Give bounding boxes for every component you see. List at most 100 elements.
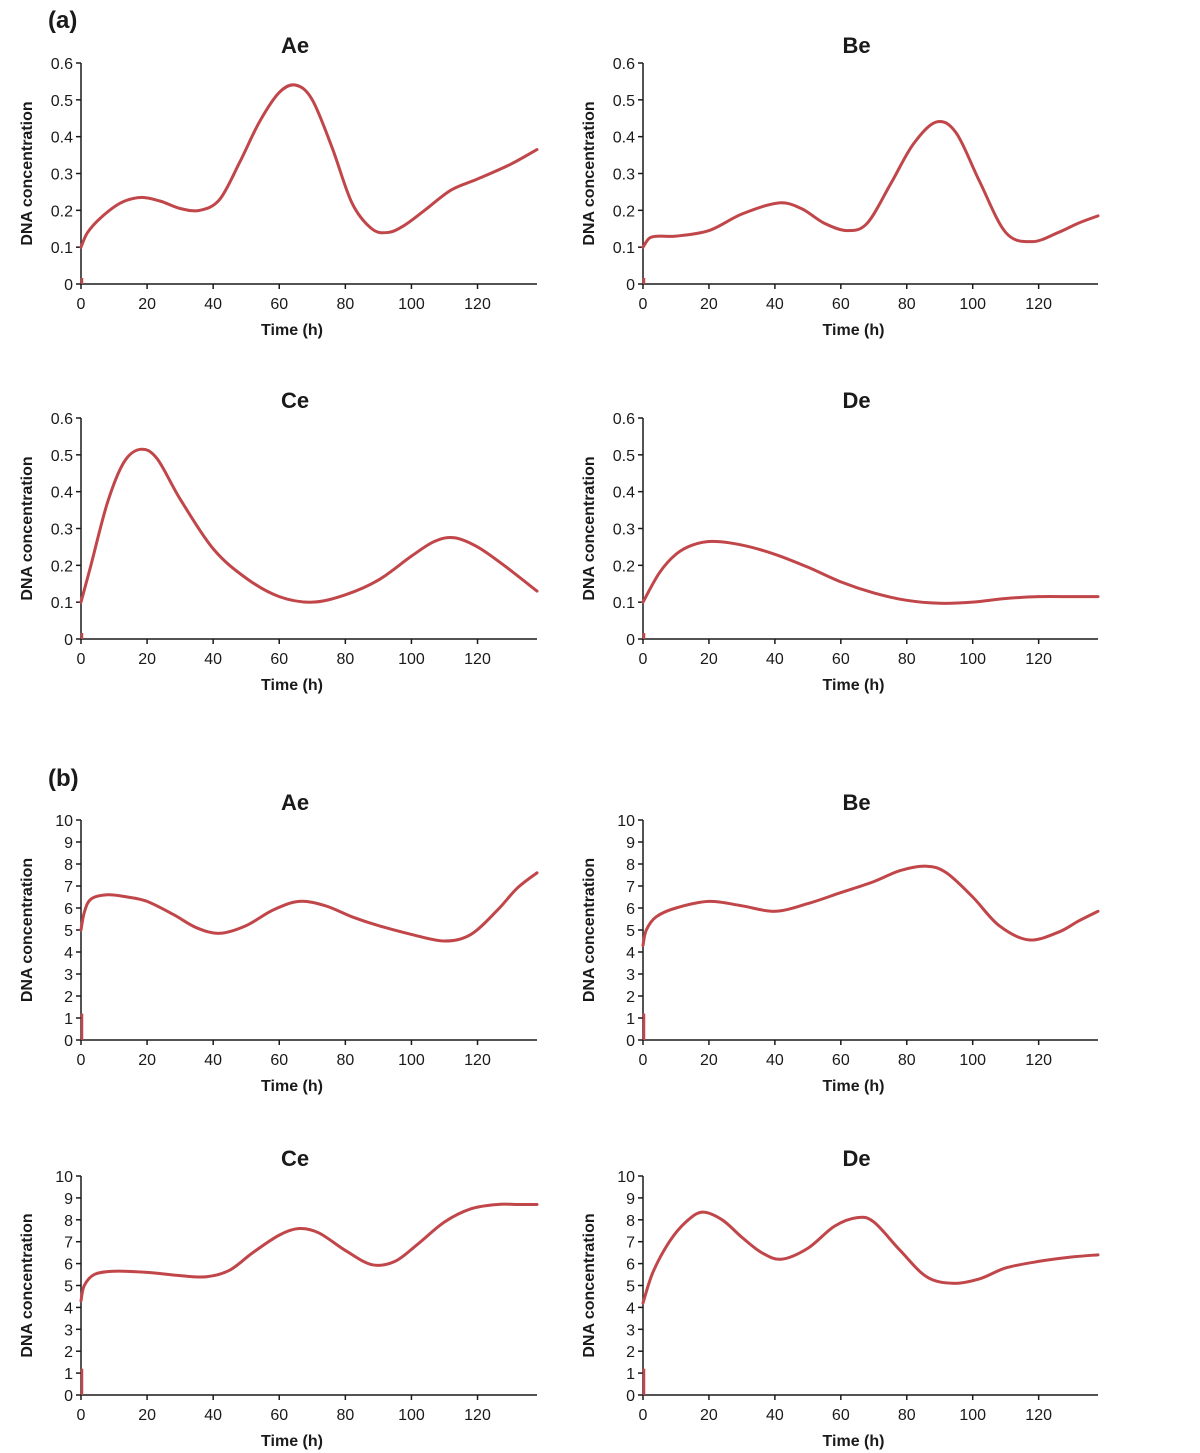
- y-tick-label: 0.5: [613, 448, 635, 465]
- series-line-de: [641, 1210, 1100, 1305]
- x-tick-label: 120: [1025, 1407, 1052, 1424]
- x-axis-label: Time (h): [261, 1078, 323, 1095]
- chart-a-be: Be 0 0.1 0.2 0.3 0.4 0.5 0.6 0 20 40 60 80 100 120 Time…: [581, 33, 1100, 339]
- y-tick-label: 0.4: [613, 485, 635, 502]
- chart-title: Ce: [281, 1146, 309, 1171]
- y-tick-label: 0: [626, 632, 635, 649]
- x-tick-label: 120: [464, 1407, 491, 1424]
- x-axis-label: Time (h): [823, 1078, 885, 1095]
- x-tick-label: 80: [336, 1052, 354, 1069]
- y-tick-label: 9: [64, 835, 73, 852]
- y-tick-label: 0.5: [51, 448, 73, 465]
- x-tick-label: 60: [270, 1052, 288, 1069]
- chart-title: Ae: [281, 790, 309, 815]
- y-tick-label: 2: [64, 1344, 73, 1361]
- x-tick-label: 100: [398, 651, 425, 668]
- y-tick-label: 0.3: [613, 167, 635, 184]
- x-tick-label: 100: [398, 1407, 425, 1424]
- y-tick-label: 0: [626, 1388, 635, 1405]
- x-tick-label: 40: [204, 1052, 222, 1069]
- y-tick-label: 0: [626, 277, 635, 294]
- x-tick-label: 40: [766, 1407, 784, 1424]
- y-tick-label: 0: [64, 1033, 73, 1050]
- y-tick-label: 0.4: [51, 130, 73, 147]
- y-tick-label: 7: [626, 1235, 635, 1252]
- y-axis-label: DNA concentration: [581, 1213, 598, 1357]
- y-tick-label: 0.1: [51, 595, 73, 612]
- y-tick-label: 2: [64, 989, 73, 1006]
- x-tick-label: 20: [700, 651, 718, 668]
- series-line-de: [641, 539, 1100, 605]
- y-tick-label: 0: [64, 277, 73, 294]
- x-tick-label: 80: [898, 651, 916, 668]
- y-tick-label: 4: [626, 945, 635, 962]
- x-tick-label: 60: [270, 296, 288, 313]
- x-tick-label: 100: [398, 296, 425, 313]
- x-tick-label: 100: [959, 1052, 986, 1069]
- series-line-be: [641, 864, 1100, 947]
- x-tick-label: 60: [832, 651, 850, 668]
- x-tick-label: 20: [138, 1407, 156, 1424]
- chart-title: Be: [842, 790, 870, 815]
- y-tick-label: 0.3: [613, 522, 635, 539]
- y-tick-label: 0.6: [613, 411, 635, 428]
- x-tick-label: 60: [270, 1407, 288, 1424]
- y-tick-label: 0.3: [51, 167, 73, 184]
- x-tick-label: 0: [639, 651, 648, 668]
- x-tick-label: 120: [1025, 651, 1052, 668]
- y-tick-label: 0.4: [613, 130, 635, 147]
- y-tick-label: 10: [55, 1169, 73, 1186]
- series-line-be: [641, 119, 1100, 249]
- series-line-ce: [79, 447, 539, 604]
- y-tick-label: 0.1: [51, 240, 73, 257]
- x-tick-label: 40: [766, 1052, 784, 1069]
- y-axis-label: DNA concentration: [19, 101, 36, 245]
- y-axis-label: DNA concentration: [19, 858, 36, 1002]
- x-tick-label: 60: [832, 1407, 850, 1424]
- x-tick-label: 80: [336, 651, 354, 668]
- y-tick-label: 3: [626, 967, 635, 984]
- y-tick-label: 2: [626, 989, 635, 1006]
- y-tick-label: 0.3: [51, 522, 73, 539]
- y-tick-label: 6: [626, 1257, 635, 1274]
- y-tick-label: 6: [64, 1257, 73, 1274]
- x-tick-label: 80: [336, 1407, 354, 1424]
- x-axis-label: Time (h): [823, 677, 885, 694]
- chart-title: De: [842, 1146, 870, 1171]
- x-tick-label: 120: [464, 296, 491, 313]
- y-tick-label: 3: [64, 1322, 73, 1339]
- x-tick-label: 20: [700, 296, 718, 313]
- y-tick-label: 7: [64, 1235, 73, 1252]
- x-tick-label: 20: [138, 651, 156, 668]
- x-tick-label: 80: [898, 1052, 916, 1069]
- y-tick-label: 9: [626, 835, 635, 852]
- panel-label-a: (a): [48, 7, 77, 34]
- y-axis-label: DNA concentration: [581, 101, 598, 245]
- y-tick-label: 5: [64, 923, 73, 940]
- y-axis-label: DNA concentration: [19, 456, 36, 600]
- x-tick-label: 20: [700, 1407, 718, 1424]
- y-tick-label: 0.2: [613, 558, 635, 575]
- x-axis-label: Time (h): [261, 322, 323, 339]
- y-tick-label: 0: [64, 1388, 73, 1405]
- y-tick-label: 0.1: [613, 595, 635, 612]
- y-tick-label: 0.1: [613, 240, 635, 257]
- y-tick-label: 1: [626, 1366, 635, 1383]
- x-tick-label: 120: [1025, 1052, 1052, 1069]
- chart-a-ae: Ae 0 0.1 0.2 0.3 0.4 0.5 0.6 0 20 40 60 80 100 120 Time…: [19, 33, 539, 339]
- series-line-ae: [79, 871, 539, 943]
- panel-label-b: (b): [48, 765, 79, 792]
- x-tick-label: 120: [464, 651, 491, 668]
- x-tick-label: 100: [959, 296, 986, 313]
- y-tick-label: 10: [55, 813, 73, 830]
- x-tick-label: 0: [639, 296, 648, 313]
- x-tick-label: 60: [270, 651, 288, 668]
- chart-a-de: De 0 0.1 0.2 0.3 0.4 0.5 0.6 0 20 40 60 80 100 120 Time…: [581, 388, 1100, 694]
- y-tick-label: 5: [626, 923, 635, 940]
- x-tick-label: 80: [336, 296, 354, 313]
- chart-title: Ae: [281, 33, 309, 58]
